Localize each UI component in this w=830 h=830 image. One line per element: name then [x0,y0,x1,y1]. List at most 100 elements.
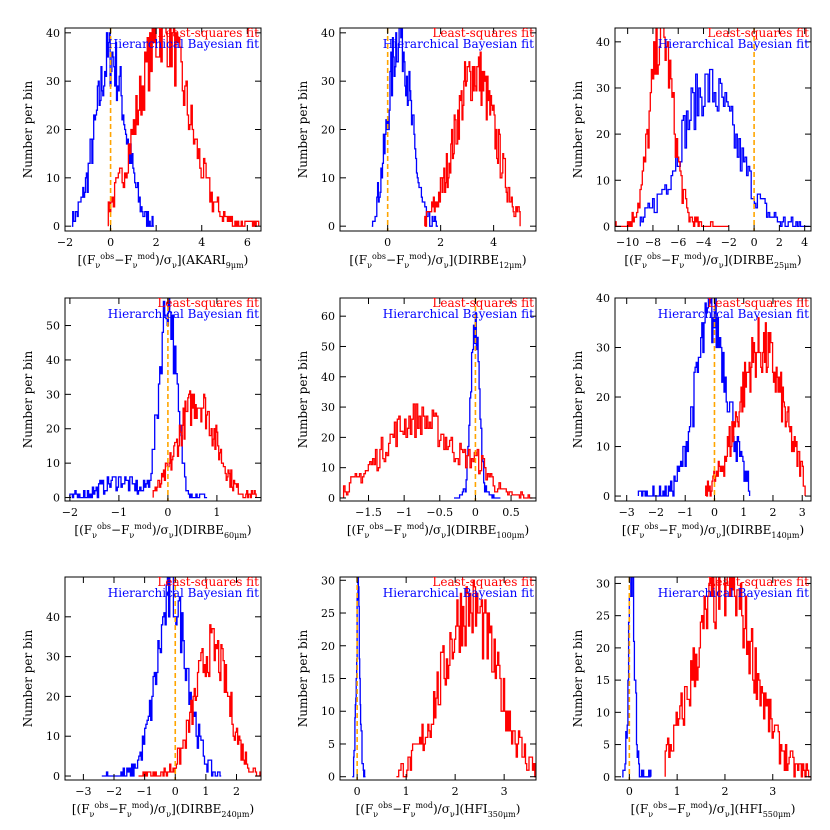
legend-least-squares: Least-squares fit [432,575,534,589]
least-squares-histogram [152,390,257,499]
hierarchical-bayesian-histogram [371,28,438,227]
y-tick-label: 5 [328,738,335,751]
plot-frame [339,297,537,502]
x-tick-label: 2 [721,785,728,798]
legend-least-squares: Least-squares fit [432,26,534,40]
x-axis-label: [(Fνobs−Fνmod)/σν](DIRBE25μm) [624,252,801,270]
y-tick-label: 20 [46,690,60,703]
y-tick-label: 30 [321,401,335,414]
legend-least-squares: Least-squares fit [707,296,809,310]
legend-hierarchical-bayesian: Hierarchical Bayesian fit [108,586,259,600]
y-tick-label: 0 [328,492,335,505]
x-tick-label: 0 [626,785,633,798]
legend-hierarchical-bayesian: Hierarchical Bayesian fit [383,37,534,51]
x-tick-label: 1 [202,785,209,798]
x-tick-label: 2 [233,785,240,798]
y-tick-label: 20 [46,124,60,137]
y-tick-label: 30 [46,75,60,88]
x-axis-label: [(Fνobs−Fνmod)/σν](DIRBE140μm) [622,522,804,540]
y-tick-label: 30 [46,388,60,401]
y-tick-label: 10 [596,441,610,454]
y-tick-label: 50 [46,320,60,333]
y-tick-label: 30 [321,574,335,587]
y-tick-label: 10 [321,172,335,185]
x-tick-label: 0 [164,506,171,519]
plot-frame [64,576,262,781]
x-axis-label: [(Fνobs−Fνmod)/σν](AKARI9μm) [78,252,249,270]
x-tick-label: 6 [244,236,251,249]
least-squares-histogram [396,579,536,778]
x-tick-label: −1 [137,785,153,798]
y-tick-label: 60 [321,310,335,323]
y-axis-label: Number per bin [571,629,585,727]
y-tick-label: 20 [321,431,335,444]
x-tick-label: 0 [172,785,179,798]
x-tick-label: −3 [75,785,91,798]
x-tick-label: 0 [384,236,391,249]
legend-least-squares: Least-squares fit [707,575,809,589]
x-tick-label: 1 [403,785,410,798]
x-tick-label: −1.5 [355,506,382,519]
x-tick-label: −1 [111,506,127,519]
x-tick-label: 1 [213,506,220,519]
x-axis-label: [(Fνobs−Fνmod)/σν](DIRBE60μm) [74,522,251,540]
x-tick-label: 2 [776,236,783,249]
x-tick-label: 2 [452,785,459,798]
x-tick-label: 0 [711,506,718,519]
x-tick-label: 3 [501,785,508,798]
x-tick-label: −2 [648,506,664,519]
y-tick-label: 20 [321,124,335,137]
y-tick-label: 15 [596,674,610,687]
plot-frame [614,297,812,502]
x-tick-label: 3 [769,785,776,798]
legend-least-squares: Least-squares fit [157,296,259,310]
y-tick-label: 0 [603,490,610,503]
x-tick-label: 0 [472,506,479,519]
legend-hierarchical-bayesian: Hierarchical Bayesian fit [658,37,809,51]
x-tick-label: −1 [677,506,693,519]
x-tick-label: 3 [799,506,806,519]
y-tick-label: 30 [596,577,610,590]
y-tick-label: 0 [53,770,60,783]
x-tick-label: −4 [695,236,711,249]
y-tick-label: 30 [321,75,335,88]
y-tick-label: 0 [328,771,335,784]
y-tick-label: 0 [603,220,610,233]
x-tick-label: 2 [153,236,160,249]
legend-least-squares: Least-squares fit [157,26,259,40]
hierarchical-bayesian-histogram [352,577,366,778]
legend-least-squares: Least-squares fit [707,26,809,40]
x-tick-label: −2 [106,785,122,798]
hierarchical-bayesian-histogram [622,577,652,778]
hierarchical-bayesian-histogram [454,312,501,499]
legend-hierarchical-bayesian: Hierarchical Bayesian fit [383,307,534,321]
y-tick-label: 0 [53,220,60,233]
x-axis-label: [(Fνobs−Fνmod)/σν](DIRBE12μm) [349,252,526,270]
hierarchical-bayesian-histogram [101,577,222,777]
panel-akari9: −2 0 2 4 6 0 10 20 30 40 Number per bin [(Fνobs−Fνm… [21,26,262,270]
least-squares-histogram [138,624,261,777]
x-tick-label: 2 [437,236,444,249]
y-tick-label: 5 [603,739,610,752]
y-tick-label: 15 [321,673,335,686]
plot-frame [614,576,812,781]
y-tick-label: 20 [596,642,610,655]
y-tick-label: 0 [53,492,60,505]
y-tick-label: 10 [321,462,335,475]
y-axis-label: Number per bin [296,80,310,178]
y-tick-label: 10 [46,172,60,185]
least-squares-histogram [705,317,806,497]
y-tick-label: 30 [46,651,60,664]
least-squares-histogram [342,403,533,499]
x-tick-label: −6 [670,236,686,249]
x-tick-label: 4 [490,236,497,249]
y-axis-label: Number per bin [571,80,585,178]
y-tick-label: 40 [596,292,610,305]
y-tick-label: 40 [46,611,60,624]
